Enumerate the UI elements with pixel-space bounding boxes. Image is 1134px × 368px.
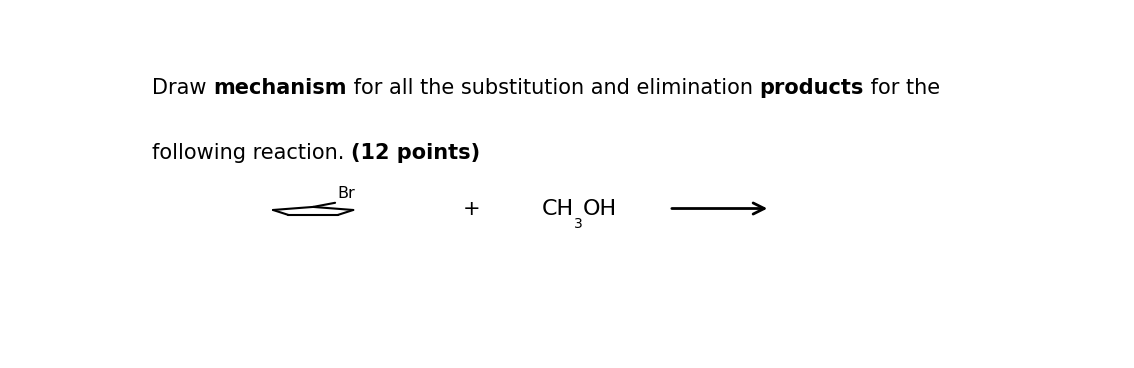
Text: for all the substitution and elimination: for all the substitution and elimination bbox=[347, 78, 760, 98]
Text: +: + bbox=[463, 198, 480, 219]
Text: 3: 3 bbox=[574, 217, 583, 231]
Text: for the: for the bbox=[864, 78, 940, 98]
Text: (12 points): (12 points) bbox=[352, 144, 481, 163]
Text: Draw: Draw bbox=[152, 78, 213, 98]
Text: following reaction.: following reaction. bbox=[152, 144, 352, 163]
Text: Br: Br bbox=[338, 186, 355, 201]
Text: OH: OH bbox=[583, 198, 617, 219]
Text: products: products bbox=[760, 78, 864, 98]
Text: CH: CH bbox=[542, 198, 574, 219]
Text: mechanism: mechanism bbox=[213, 78, 347, 98]
